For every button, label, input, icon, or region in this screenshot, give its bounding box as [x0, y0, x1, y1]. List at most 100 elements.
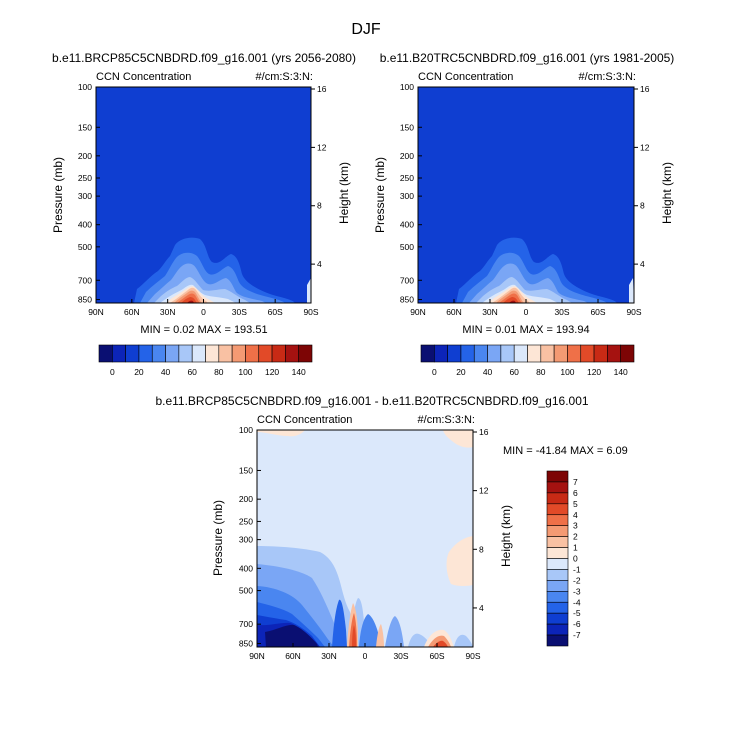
colorbar-tick-label: 0 [573, 554, 578, 564]
panel-left-label: CCN Concentration [418, 71, 513, 83]
y-tick-label: 400 [400, 220, 414, 230]
y-tick-label: 250 [78, 173, 92, 183]
colorbar-cell [546, 591, 569, 603]
x-tick-label: 60S [268, 307, 283, 317]
colorbar-top-left: 0 20 40 60 80 100 120 140 [98, 344, 313, 377]
y-tick-label: 250 [400, 173, 414, 183]
colorbar-cell [178, 344, 193, 363]
x-tick-label: 60N [446, 307, 462, 317]
colorbar-cell [553, 344, 568, 363]
colorbar-cell [513, 344, 528, 363]
colorbar-cell [487, 344, 502, 363]
colorbar-tick-label: -4 [573, 597, 581, 607]
right-tick-label: 4 [479, 603, 484, 613]
colorbar-cell [546, 569, 569, 581]
colorbar-cell [285, 344, 299, 363]
y-tick-label: 850 [78, 295, 92, 305]
colorbar-tick-label: 60 [187, 367, 197, 377]
right-tick-label: 12 [317, 142, 327, 152]
colorbar-tick-label: 100 [238, 367, 252, 377]
y-tick-label: 150 [239, 465, 253, 475]
colorbar-cell [546, 580, 569, 592]
y-tick-label: 200 [78, 151, 92, 161]
colorbar-cell [473, 344, 488, 363]
contour-level-140 [187, 300, 194, 303]
y-tick-label: 200 [400, 151, 414, 161]
right-tick-label: 12 [479, 486, 489, 496]
contour-dip-4 [454, 634, 473, 647]
right-axis-label: Height (km) [660, 162, 674, 224]
x-tick-label: 90N [249, 651, 265, 661]
colorbar-cell [546, 634, 569, 647]
colorbar-cell [258, 344, 273, 363]
tick-layer: 90N 60N 30N 0 30S 60S 90S 100 150 200 250 300 400 500… [78, 82, 327, 317]
colorbar-cell [546, 514, 569, 526]
y-tick-label: 300 [78, 191, 92, 201]
colorbar-tick-label: -2 [573, 575, 581, 585]
y-tick-label: 200 [239, 494, 253, 504]
colorbar-tick-label: -7 [573, 630, 581, 640]
x-tick-label: 90N [88, 307, 104, 317]
figure-title: DJF [351, 21, 381, 38]
right-tick-label: 4 [317, 259, 322, 269]
colorbar-cell [546, 547, 569, 559]
colorbar-tick-label: 120 [265, 367, 279, 377]
contour-positive-top-right [443, 430, 473, 448]
y-tick-label: 300 [239, 535, 253, 545]
colorbar-cell [546, 492, 569, 505]
colorbar-tick-label: 4 [573, 510, 578, 520]
colorbar-tick-label: 20 [456, 367, 466, 377]
colorbar-tick-label: 120 [587, 367, 601, 377]
contour-negative-level-7 [265, 624, 318, 647]
panel-left-label: CCN Concentration [257, 414, 352, 426]
right-tick-label: 8 [317, 201, 322, 211]
colorbar-tick-label: 80 [214, 367, 224, 377]
colorbar-tick-label: 0 [110, 367, 115, 377]
x-tick-label: 60S [429, 651, 444, 661]
panel-title: b.e11.B20TRC5CNBDRD.f09_g16.001 (yrs 198… [380, 51, 675, 65]
colorbar-cell [546, 470, 569, 483]
colorbar-cell [298, 344, 313, 363]
y-tick-label: 300 [400, 191, 414, 201]
x-tick-label: 60N [285, 651, 301, 661]
y-tick-label: 850 [239, 639, 253, 649]
colorbar-tick-label: 5 [573, 499, 578, 509]
colorbar-cell [546, 536, 569, 548]
colorbar-cell [98, 344, 113, 363]
y-tick-label: 700 [400, 275, 414, 285]
x-tick-label: 90S [303, 307, 318, 317]
colorbar-cell [151, 344, 166, 363]
contour-dip-0 [332, 599, 347, 647]
right-tick-label: 16 [640, 84, 650, 94]
colorbar-tick-label: 80 [536, 367, 546, 377]
y-tick-label: 100 [400, 82, 414, 92]
contour-positive-spike-2 [352, 625, 356, 647]
y-tick-label: 700 [239, 619, 253, 629]
colorbar-tick-label: 40 [161, 367, 171, 377]
colorbar-tick-label: 1 [573, 543, 578, 553]
colorbar-cell [540, 344, 555, 363]
panel-right-label: #/cm:S:3:N: [418, 414, 475, 426]
colorbar-tick-label: -5 [573, 608, 581, 618]
colorbar-cell [271, 344, 286, 363]
right-tick-label: 4 [640, 259, 645, 269]
x-tick-label: 0 [201, 307, 206, 317]
y-axis-label: Pressure (mb) [373, 157, 387, 233]
colorbar-cell [546, 558, 569, 570]
panel-title: b.e11.BRCP85C5CNBDRD.f09_g16.001 (yrs 20… [52, 51, 356, 65]
y-tick-label: 150 [78, 122, 92, 132]
colorbar-cell [546, 525, 569, 537]
y-tick-label: 100 [78, 82, 92, 92]
colorbar-cell [218, 344, 233, 363]
contour-positive-top-left [257, 430, 305, 437]
panel-left-label: CCN Concentration [96, 71, 191, 83]
tick-layer: 90N 60N 30N 0 30S 60S 90S 100 150 200 250 300 400 500… [239, 425, 489, 661]
contour-right-edge [307, 278, 311, 303]
x-tick-label: 30S [554, 307, 569, 317]
colorbar-cell [546, 612, 569, 625]
colorbar-top-right: 0 20 40 60 80 100 120 140 [420, 344, 635, 377]
x-tick-label: 60N [124, 307, 140, 317]
y-tick-label: 400 [78, 220, 92, 230]
right-axis-label: Height (km) [337, 162, 351, 224]
